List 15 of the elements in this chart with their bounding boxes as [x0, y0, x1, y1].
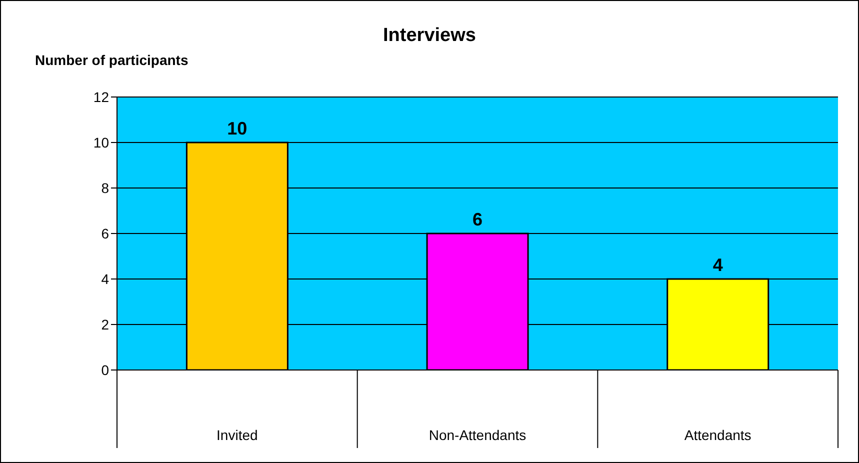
y-tick-label: 4: [101, 270, 110, 287]
y-tick-label: 12: [93, 88, 110, 105]
data-label: 6: [472, 210, 483, 230]
y-tick-label: 8: [101, 180, 110, 196]
y-tick-label: 10: [93, 134, 110, 150]
y-tick-label: 0: [101, 362, 110, 378]
y-axis-title: Number of participants: [35, 52, 188, 68]
data-label: 10: [227, 118, 248, 138]
x-tick-label: Non-Attendants: [428, 427, 526, 443]
x-tick-label: Invited: [216, 427, 258, 443]
y-tick-label: 2: [101, 316, 110, 332]
x-tick-label: Attendants: [684, 427, 752, 443]
data-label: 4: [712, 255, 723, 275]
chart-title: Interviews: [382, 25, 477, 47]
y-tick-label: 6: [101, 225, 110, 242]
